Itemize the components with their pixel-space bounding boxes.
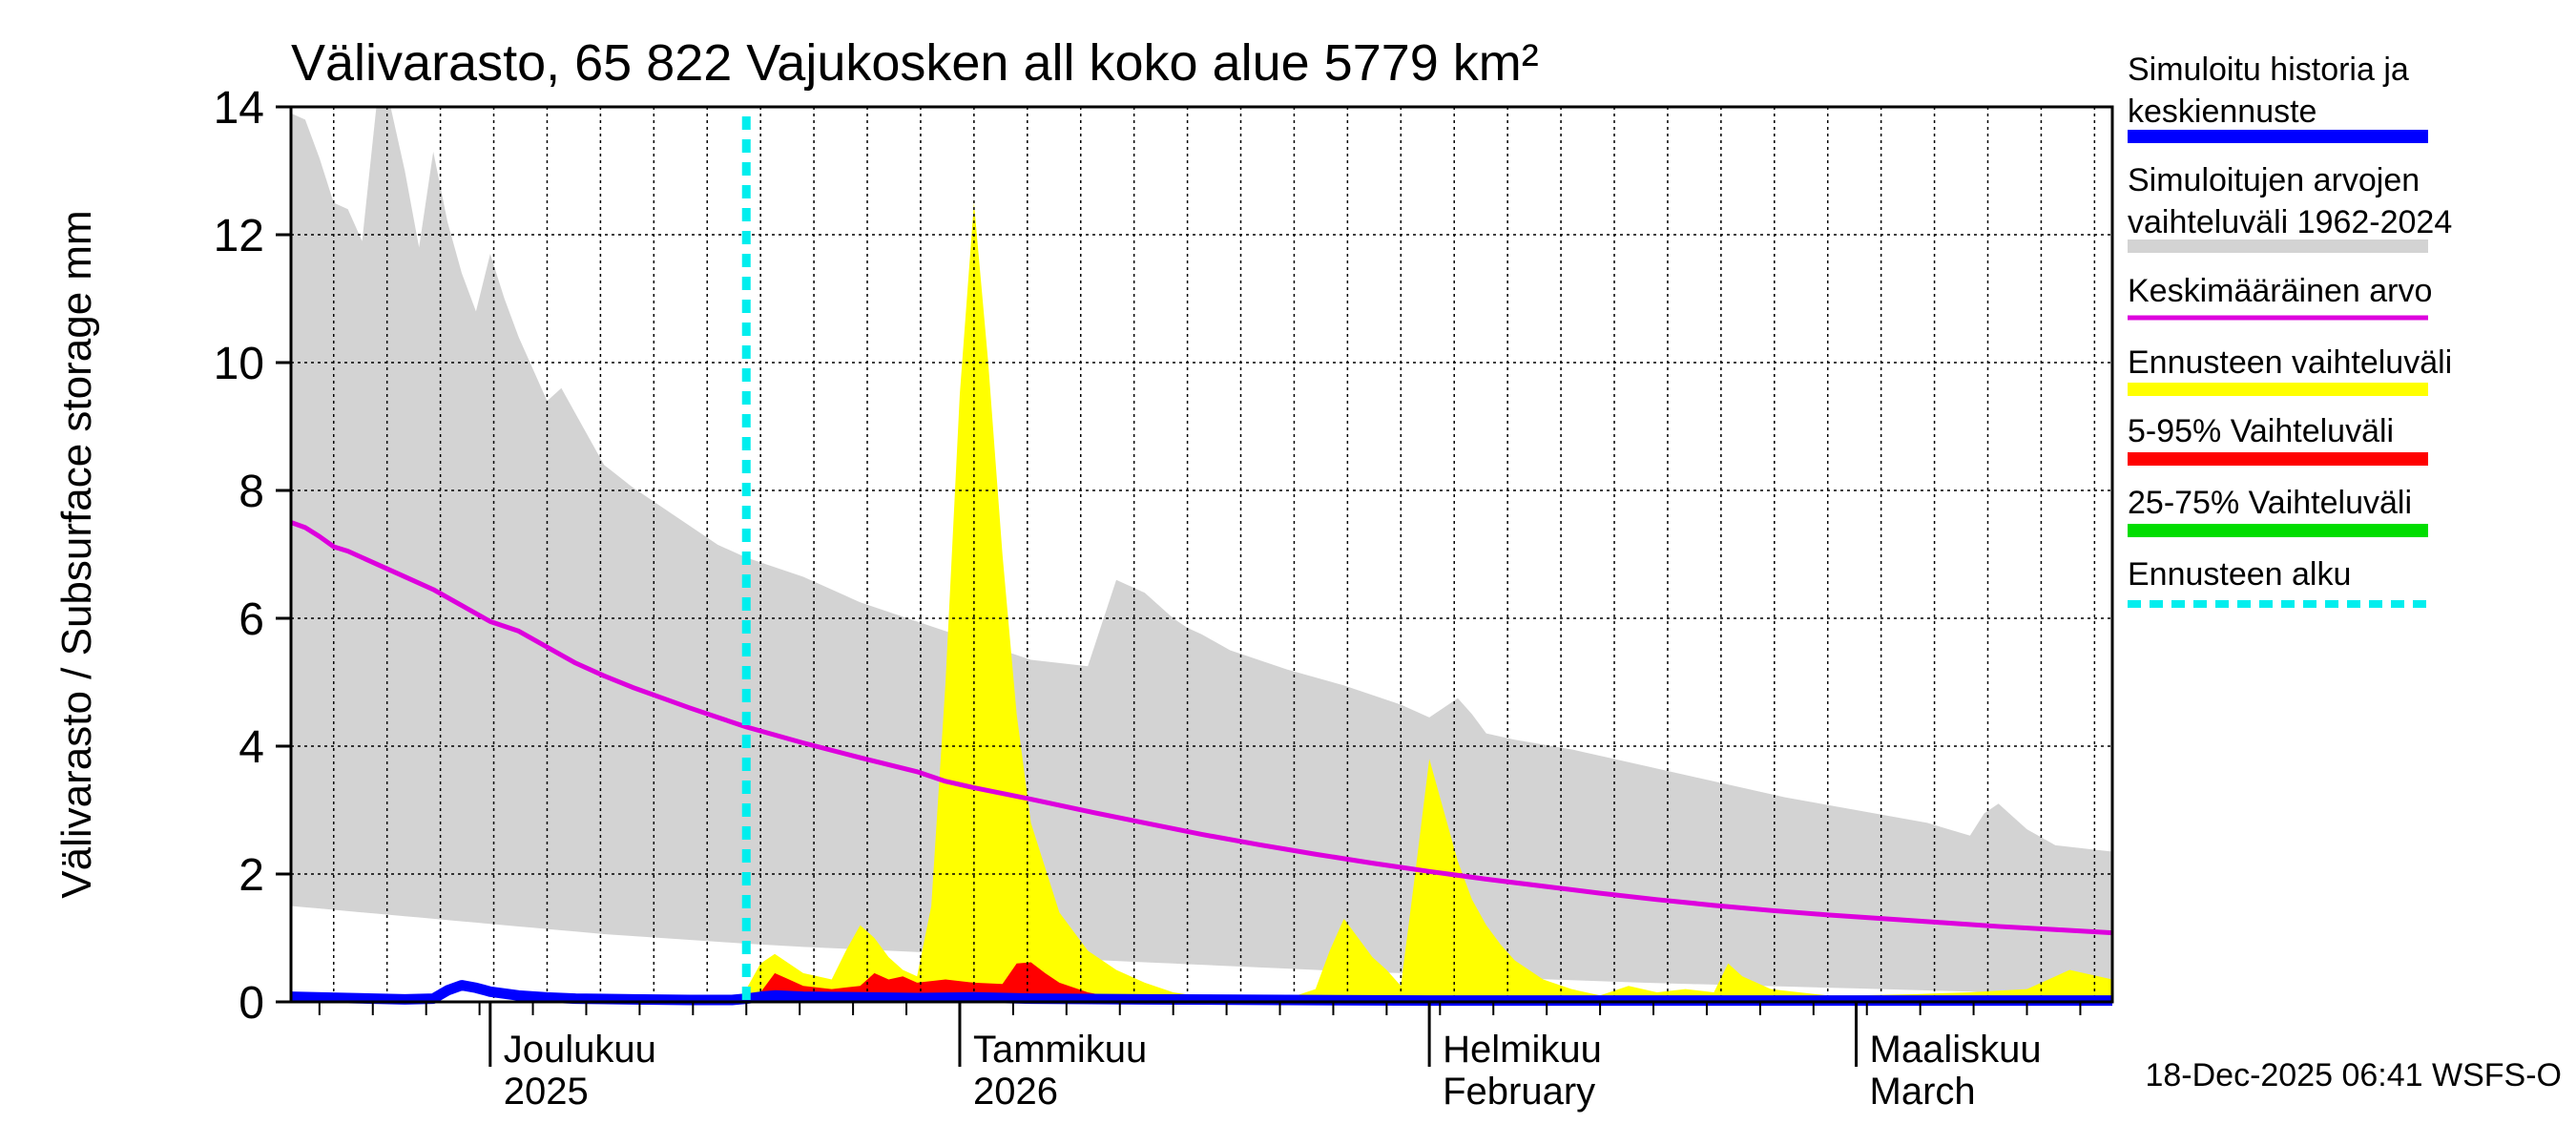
y-tick-label: 14 <box>214 83 264 134</box>
x-label-month: Helmikuu <box>1443 1029 1602 1071</box>
x-label-month: Tammikuu <box>973 1029 1147 1071</box>
legend-label: 25-75% Vaihteluväli <box>2128 485 2412 521</box>
x-label-year: March <box>1870 1071 1976 1113</box>
legend: Simuloitu historia ja keskiennuste Simuloi… <box>2128 52 2452 608</box>
legend-swatch <box>2128 239 2428 253</box>
y-tick-label: 6 <box>239 594 264 645</box>
legend-label: Simuloitujen arvojen <box>2128 162 2420 198</box>
legend-label: keskiennuste <box>2128 94 2316 130</box>
band-simuloitujen-arvojen-vaihteluv-li-1962-2024 <box>291 107 2112 994</box>
legend-label: Keskimääräinen arvo <box>2128 273 2432 309</box>
legend-swatch <box>2128 315 2428 321</box>
legend-label: Ennusteen vaihteluväli <box>2128 344 2452 381</box>
x-label-month: Maaliskuu <box>1870 1029 2042 1071</box>
plot-frame <box>289 105 2114 1004</box>
y-tick-label: 10 <box>214 339 264 389</box>
legend-label: 5-95% Vaihteluväli <box>2128 413 2394 449</box>
line-keskim-r-inen-arvo <box>290 520 2113 936</box>
y-tick-label: 2 <box>239 850 264 901</box>
x-label-year: 2026 <box>973 1071 1058 1113</box>
y-tick-label: 4 <box>239 722 264 773</box>
y-tick-label: 12 <box>214 211 264 261</box>
x-label-year: February <box>1443 1071 1595 1113</box>
y-tick-label: 8 <box>239 467 264 517</box>
legend-label: Ennusteen alku <box>2128 556 2351 593</box>
legend-swatch <box>2128 452 2428 466</box>
legend-label: vaihteluväli 1962-2024 <box>2128 204 2452 240</box>
legend-swatch <box>2128 383 2428 396</box>
gridlines <box>291 107 2112 1002</box>
legend-label: Simuloitu historia ja <box>2128 52 2409 88</box>
x-label-year: 2025 <box>504 1071 589 1113</box>
legend-swatch <box>2128 524 2428 537</box>
legend-swatch <box>2128 130 2428 143</box>
y-tick-label: 0 <box>239 978 264 1029</box>
y-axis: 0 2 4 6 8 10 12 14 <box>214 83 291 1029</box>
range-bands <box>291 107 2112 1002</box>
y-axis-label: Välivarasto / Subsurface storage mm <box>53 210 100 898</box>
chart-title: Välivarasto, 65 822 Vajukosken all koko … <box>291 34 1539 92</box>
footer-timestamp: 18-Dec-2025 06:41 WSFS-O <box>2145 1057 2562 1093</box>
band-ennusteen-vaihteluv-li <box>746 202 2112 1002</box>
x-label-month: Joulukuu <box>504 1029 656 1071</box>
